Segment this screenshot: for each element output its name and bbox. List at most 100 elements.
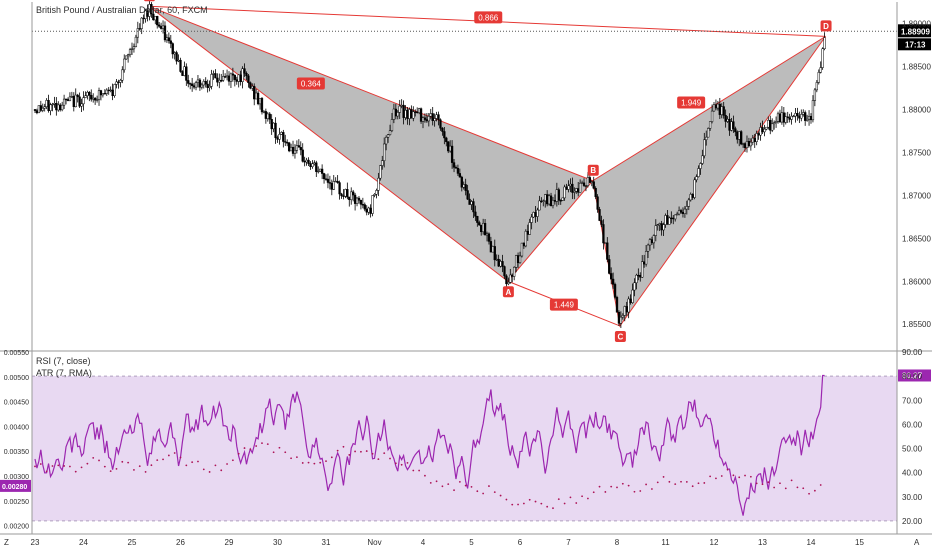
rsi-value-text: 80.27	[902, 371, 923, 380]
atr-point	[784, 487, 787, 490]
candle-body	[340, 193, 343, 197]
candle-body	[805, 118, 809, 121]
candle-body	[691, 194, 694, 198]
atr-point	[575, 502, 578, 504]
candle-body	[190, 83, 194, 86]
candle-body	[348, 196, 351, 201]
candle-body	[278, 134, 281, 140]
candle-body	[377, 177, 380, 191]
candle-body	[282, 132, 285, 142]
candle-body	[701, 155, 704, 164]
candle-body	[821, 48, 824, 68]
candle-body	[637, 274, 640, 277]
ratio-label-box	[549, 298, 578, 311]
candle-body	[433, 118, 436, 122]
atr-point	[377, 458, 380, 460]
candle-body	[784, 116, 787, 123]
candle-body	[80, 103, 83, 107]
x-tick-label: 4	[421, 538, 426, 547]
atr-point	[476, 490, 479, 493]
atr-point	[592, 491, 595, 494]
atr-point	[744, 474, 746, 477]
atr-point	[534, 500, 537, 503]
candle-body	[268, 113, 271, 120]
ratio-label: 0.364	[301, 80, 322, 89]
candle-body	[710, 110, 714, 122]
atr-tick-label: 0.00550	[4, 350, 29, 357]
point-label-box	[587, 164, 599, 176]
candle-body	[631, 289, 634, 303]
candle-body	[507, 282, 510, 285]
candle-body	[718, 103, 721, 115]
candle-body	[594, 188, 597, 197]
candle-body	[295, 145, 299, 151]
candle-body	[315, 162, 318, 172]
candle-body	[489, 241, 493, 253]
x-tick-label: 25	[128, 538, 137, 547]
candle-body	[509, 274, 512, 283]
candle-body	[35, 110, 39, 114]
candle-body	[627, 298, 630, 313]
candle-body	[683, 208, 687, 214]
x-tick-label: 12	[710, 538, 719, 547]
candle-body	[117, 81, 120, 83]
candle-body	[72, 96, 75, 107]
pattern-labels: 1.88909 17:13 X A B C D 0.364 1.449 1.949 0.866 80.…	[0, 0, 931, 492]
atr-point	[773, 486, 776, 489]
atr-point	[406, 461, 409, 464]
atr-point	[301, 462, 304, 464]
atr-point	[360, 450, 362, 453]
candle-body	[45, 100, 48, 107]
candle-body	[592, 181, 595, 189]
candle-body	[563, 186, 566, 199]
candle-body	[361, 204, 365, 206]
candle-body	[714, 104, 718, 109]
rsi-band-fill	[32, 376, 897, 521]
candle-body	[536, 209, 539, 217]
candle-body	[796, 113, 799, 117]
price-tick-label: 1.86000	[902, 277, 931, 286]
candle-body	[200, 84, 203, 88]
candle-body	[214, 73, 217, 79]
atr-point	[517, 503, 519, 506]
candle-body	[338, 182, 341, 195]
atr-point	[819, 484, 822, 486]
atr-point	[313, 462, 316, 465]
candle-body	[392, 108, 396, 120]
candle-body	[280, 132, 283, 135]
point-label-d: D	[823, 22, 829, 31]
candle-body	[483, 222, 487, 236]
candle-body	[208, 86, 211, 88]
candle-body	[569, 183, 572, 187]
candle-body	[396, 112, 399, 117]
price-candles	[33, 0, 826, 329]
candle-body	[582, 182, 586, 186]
atr-point	[685, 481, 688, 483]
atr-point	[691, 485, 694, 488]
candle-body	[303, 161, 306, 163]
candle-body	[97, 90, 101, 100]
candle-body	[115, 81, 118, 85]
candle-body	[437, 114, 440, 121]
candle-body	[258, 98, 262, 105]
x-tick-label: 14	[807, 538, 816, 547]
candle-body	[724, 115, 727, 122]
candle-body	[765, 126, 768, 130]
atr-point	[802, 487, 805, 490]
candle-body	[600, 220, 603, 225]
atr-point	[231, 459, 234, 462]
candle-body	[514, 255, 518, 268]
candle-body	[530, 216, 533, 223]
price-tick-label: 1.88500	[902, 62, 931, 71]
candle-body	[101, 93, 105, 96]
candle-body	[732, 121, 735, 129]
candle-body	[175, 52, 178, 62]
candle-body	[150, 4, 153, 15]
candle-body	[375, 190, 378, 195]
rsi-tick-label: 70.00	[902, 396, 923, 405]
candle-body	[427, 116, 430, 122]
candle-body	[751, 137, 754, 143]
candle-body	[251, 86, 254, 89]
candle-body	[247, 75, 250, 84]
candle-body	[782, 112, 785, 123]
